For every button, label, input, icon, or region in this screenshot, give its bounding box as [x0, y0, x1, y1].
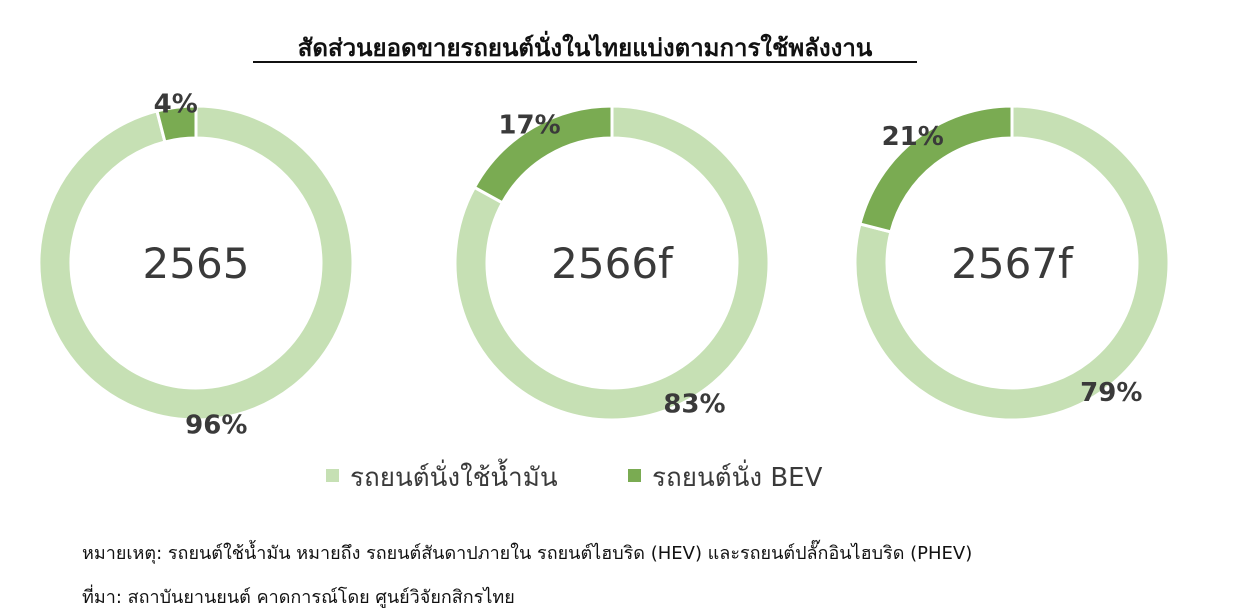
legend-swatch	[628, 469, 641, 482]
slice-value-label: 17%	[498, 111, 560, 141]
legend-label: รถยนต์นั่ง BEV	[652, 459, 823, 493]
donut-slice	[37, 104, 355, 422]
donut-slice	[858, 104, 1014, 234]
donut-slice	[155, 104, 198, 144]
donut-center-label: 2566f	[551, 239, 674, 288]
donut-group: 96% 4% 2565 83% 17% 2566f 79% 21% 2567f	[37, 89, 1171, 441]
slice-value-label: 21%	[882, 122, 944, 152]
donut-slice	[453, 104, 771, 422]
donut-chart-figure: สัดส่วนยอดขายรถยนต์นั่งในไทยแบ่งตามการใช…	[37, 30, 1171, 493]
remark-note: หมายเหตุ: รถยนต์ใช้น้ำมัน หมายถึง รถยนต์…	[82, 543, 973, 564]
slice-value-label: 83%	[663, 389, 725, 419]
donut-center-label: 2565	[143, 239, 250, 288]
donut-slice	[472, 104, 614, 205]
source-note: ที่มา: สถาบันยานยนต์ คาดการณ์โดย ศูนย์วิ…	[82, 587, 515, 608]
chart-legend: รถยนต์นั่งใช้น้ำมัน รถยนต์นั่ง BEV	[326, 458, 823, 493]
legend-label: รถยนต์นั่งใช้น้ำมัน	[350, 458, 558, 493]
slice-value-label: 79%	[1080, 378, 1142, 408]
donut-slice	[853, 104, 1171, 422]
donut-center-label: 2567f	[951, 239, 1074, 288]
slice-value-label: 4%	[154, 89, 198, 119]
slice-value-label: 96%	[185, 411, 247, 441]
legend-swatch	[326, 469, 339, 482]
chart-title: สัดส่วนยอดขายรถยนต์นั่งในไทยแบ่งตามการใช…	[298, 30, 873, 62]
